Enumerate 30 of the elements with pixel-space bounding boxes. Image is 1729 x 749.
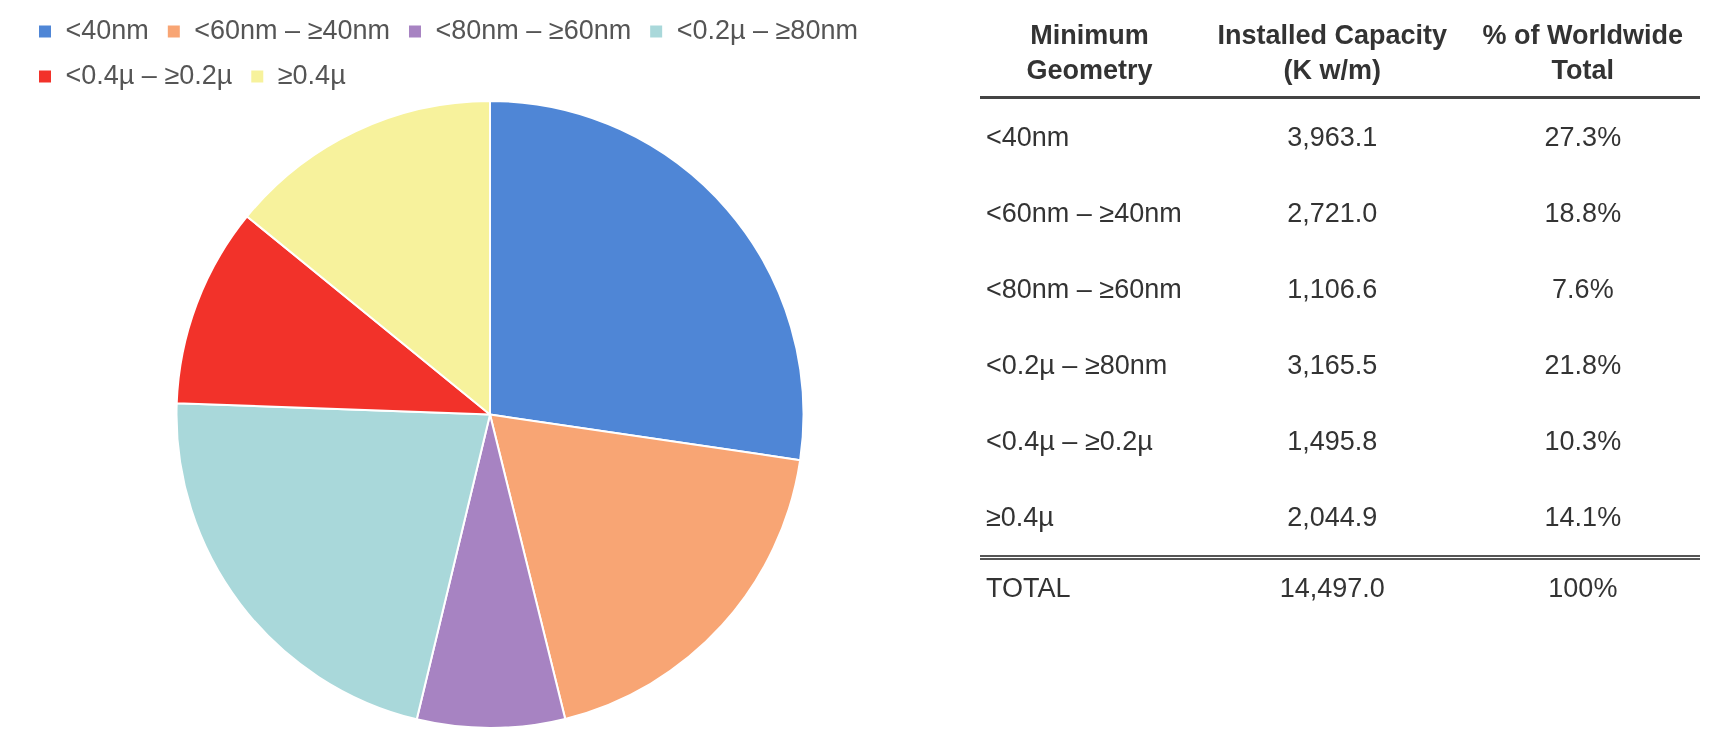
- text: 3,963.1: [1286, 120, 1379, 154]
- legend-label: <80nm – ≥60nm: [435, 14, 632, 45]
- legend-label: ≥0.4µ: [277, 59, 346, 90]
- legend-label: <0.2µ – ≥80nm: [676, 14, 858, 45]
- legend-label: <40nm: [65, 14, 149, 45]
- text: 14,497.0: [1198, 557, 1466, 617]
- text: 2,721.0: [1286, 196, 1379, 230]
- text: 1,106.6: [1286, 272, 1379, 306]
- text: Installed Capacity (K w/m): [1198, 10, 1466, 98]
- category-label: <0.2µ – ≥80nm: [986, 349, 1168, 380]
- text: Minimum Geometry: [980, 10, 1199, 98]
- text: 7.6%: [1551, 272, 1615, 306]
- text: 21.8%: [1543, 348, 1623, 382]
- category-label: <60nm – ≥40nm: [986, 197, 1182, 228]
- text: 100%: [1465, 557, 1700, 617]
- text: 2,044.9: [1286, 500, 1379, 534]
- text: 10.3%: [1543, 424, 1623, 458]
- category-label: <80nm – ≥60nm: [986, 273, 1182, 304]
- legend-label: <0.4µ – ≥0.2µ: [65, 59, 233, 90]
- legend-label: <60nm – ≥40nm: [194, 14, 390, 45]
- text: % of Worldwide Total: [1465, 10, 1700, 98]
- text: 27.3%: [1543, 120, 1623, 154]
- text: 18.8%: [1543, 196, 1623, 230]
- category-label: ≥0.4µ: [986, 501, 1054, 532]
- text: 3,165.5: [1286, 348, 1379, 382]
- text: 1,495.8: [1286, 424, 1379, 458]
- text: 14.1%: [1543, 500, 1623, 534]
- category-label: <0.4µ – ≥0.2µ: [986, 425, 1153, 456]
- text: TOTAL: [980, 557, 1199, 617]
- slice-label: <40nm: [985, 120, 1071, 154]
